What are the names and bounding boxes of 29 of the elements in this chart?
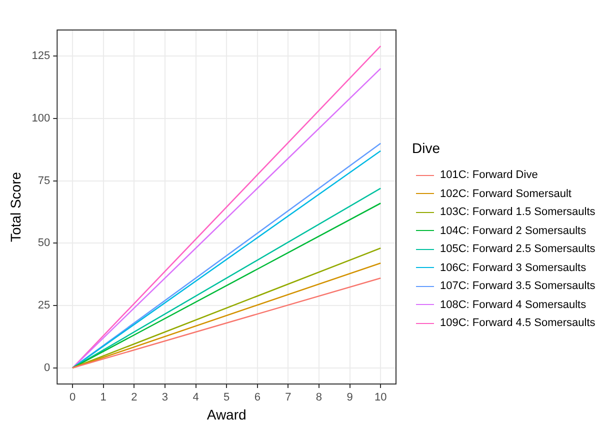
x-tick-label: 9 bbox=[346, 392, 353, 404]
x-tick-label: 7 bbox=[285, 392, 292, 404]
y-tick-label: 0 bbox=[44, 362, 50, 374]
x-tick-label: 0 bbox=[69, 392, 76, 404]
x-tick-label: 1 bbox=[100, 392, 106, 404]
y-tick-label: 25 bbox=[38, 300, 50, 312]
y-axis-title: Total Score bbox=[7, 172, 24, 242]
y-tick-label: 50 bbox=[38, 237, 50, 250]
x-tick-label: 4 bbox=[192, 392, 199, 404]
legend-label: 108C: Forward 4 Somersaults bbox=[440, 298, 586, 311]
legend-label: 104C: Forward 2 Somersaults bbox=[440, 224, 586, 237]
x-tick-label: 5 bbox=[224, 392, 230, 404]
legend-title: Dive bbox=[412, 140, 442, 156]
y-tick-label: 75 bbox=[38, 174, 50, 187]
x-tick-label: 3 bbox=[162, 392, 168, 404]
y-tick-label: 125 bbox=[32, 50, 50, 62]
x-tick-label: 8 bbox=[316, 392, 322, 404]
x-tick-label: 2 bbox=[131, 392, 138, 404]
y-tick-label: 100 bbox=[32, 112, 50, 124]
legend-label: 109C: Forward 4.5 Somersaults bbox=[440, 317, 596, 330]
legend-label: 103C: Forward 1.5 Somersaults bbox=[440, 206, 596, 218]
legend-label: 101C: Forward Dive bbox=[440, 169, 538, 182]
legend-label: 102C: Forward Somersault bbox=[440, 188, 572, 200]
x-tick-label: 6 bbox=[254, 392, 260, 404]
legend-label: 106C: Forward 3 Somersaults bbox=[440, 262, 586, 274]
legend-label: 107C: Forward 3.5 Somersaults bbox=[440, 280, 596, 292]
legend-label: 105C: Forward 2.5 Somersaults bbox=[440, 243, 596, 256]
x-axis-title: Award bbox=[206, 406, 246, 422]
x-tick-label: 10 bbox=[374, 392, 387, 404]
